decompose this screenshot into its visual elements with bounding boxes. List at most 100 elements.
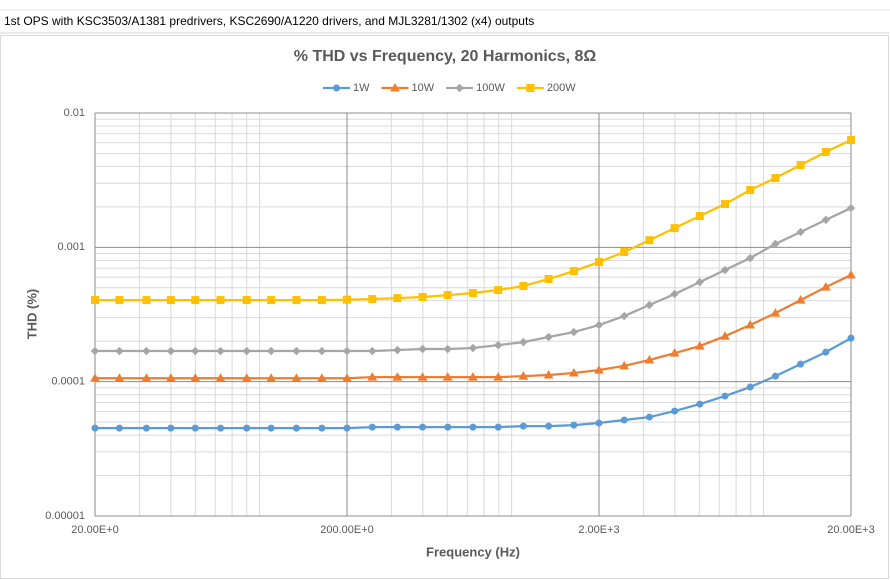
marker [342, 373, 352, 382]
marker [393, 423, 401, 431]
marker [671, 407, 679, 415]
marker [165, 373, 176, 382]
marker [417, 372, 428, 381]
marker [443, 344, 452, 354]
marker [526, 84, 535, 92]
marker [91, 424, 99, 432]
marker [166, 296, 175, 305]
marker [594, 365, 604, 374]
marker [644, 354, 655, 364]
y-tick-label: 0.00001 [45, 510, 85, 522]
marker [670, 224, 679, 233]
x-axis-title: Frequency (Hz) [426, 544, 520, 559]
y-tick-label: 0.001 [57, 241, 85, 253]
marker [266, 373, 277, 382]
marker [468, 289, 477, 298]
marker [468, 372, 478, 381]
marker [191, 296, 200, 305]
marker [243, 424, 251, 432]
marker [795, 295, 806, 304]
marker [745, 253, 755, 263]
marker [115, 346, 124, 356]
marker [595, 258, 603, 267]
series [91, 334, 855, 432]
marker [670, 289, 679, 299]
x-tick-label: 200.00E+0 [320, 524, 374, 536]
marker [796, 161, 805, 170]
marker [418, 292, 427, 301]
marker [721, 200, 730, 209]
marker [368, 295, 377, 304]
y-axis-title: THD (%) [24, 289, 39, 340]
marker [721, 392, 729, 400]
marker [720, 265, 730, 275]
marker [494, 423, 502, 431]
marker [771, 239, 780, 249]
marker [392, 372, 403, 381]
x-tick-label: 2.00E+3 [578, 524, 619, 536]
marker [166, 346, 176, 356]
marker [419, 423, 427, 431]
marker [695, 212, 704, 221]
marker [846, 270, 856, 279]
marker [669, 348, 680, 357]
marker [114, 373, 125, 382]
marker [645, 300, 654, 310]
marker [770, 308, 781, 317]
marker [317, 296, 326, 305]
marker [368, 423, 376, 431]
marker [619, 311, 629, 321]
marker [569, 267, 578, 276]
marker [696, 400, 704, 408]
marker [191, 346, 200, 356]
marker [115, 424, 123, 432]
marker [796, 227, 805, 237]
marker [468, 343, 478, 353]
marker [820, 282, 831, 291]
marker [418, 344, 427, 354]
marker [115, 296, 124, 305]
marker [443, 291, 452, 300]
marker [267, 296, 276, 305]
legend-label: 200W [547, 82, 576, 94]
marker [519, 337, 528, 347]
marker [242, 296, 251, 305]
marker [493, 340, 503, 350]
marker [695, 277, 705, 287]
marker [694, 341, 705, 350]
marker [821, 215, 831, 225]
marker [568, 368, 579, 377]
marker [847, 334, 855, 342]
marker [242, 346, 251, 356]
marker [241, 373, 252, 382]
marker [342, 346, 352, 356]
series [90, 270, 856, 382]
legend-label: 10W [412, 82, 435, 94]
marker [620, 416, 628, 424]
marker [390, 82, 400, 92]
marker [190, 373, 201, 382]
marker [594, 320, 604, 330]
marker [620, 248, 629, 257]
marker [720, 331, 730, 340]
marker [141, 373, 152, 382]
marker [569, 327, 579, 337]
marker [519, 422, 527, 430]
sheet-header: 1st OPS with KSC3503/A1381 predrivers, K… [4, 14, 534, 28]
marker [595, 419, 603, 427]
marker [570, 421, 578, 429]
marker [442, 372, 453, 381]
marker [518, 371, 529, 380]
y-tick-label: 0.01 [64, 107, 85, 119]
marker [545, 422, 553, 430]
marker [544, 275, 553, 284]
marker [543, 370, 554, 379]
marker [292, 346, 301, 356]
marker [821, 147, 830, 156]
series [90, 203, 856, 356]
marker [217, 424, 225, 432]
x-tick-label: 20.00E+3 [827, 524, 874, 536]
y-tick-label: 0.0001 [51, 376, 85, 388]
marker [167, 424, 175, 432]
